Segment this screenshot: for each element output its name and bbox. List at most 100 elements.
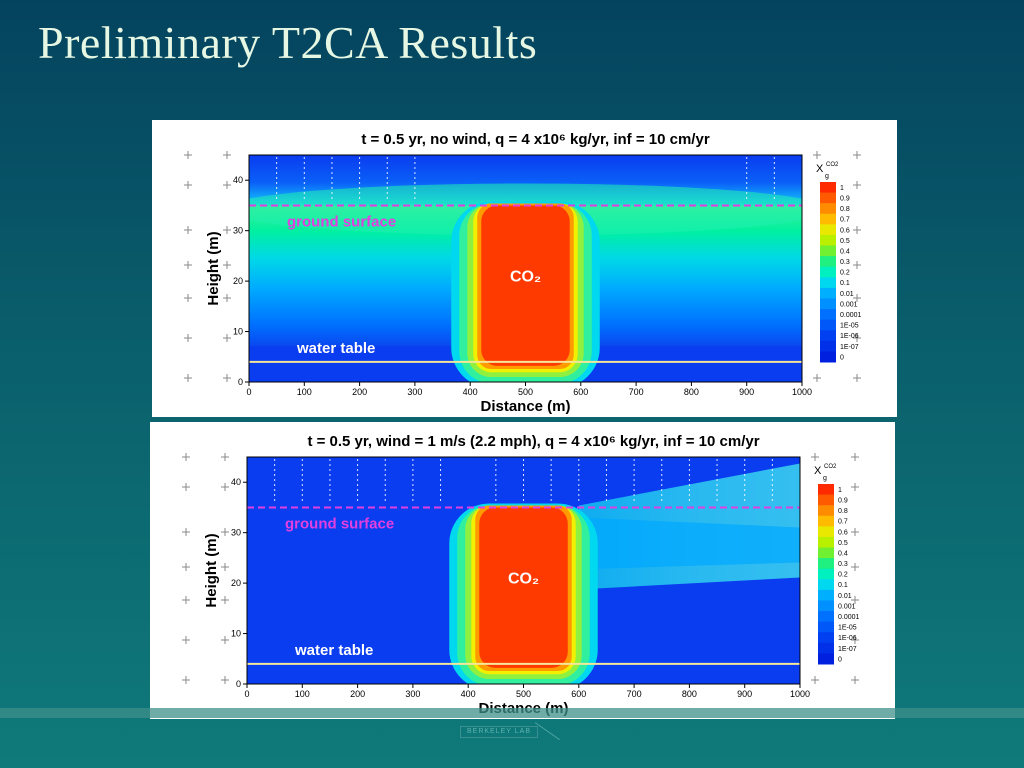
colorbar-swatch	[820, 351, 836, 363]
colorbar-label: 0.7	[838, 519, 848, 526]
colorbar-swatch	[818, 494, 834, 506]
colorbar-swatch	[818, 547, 834, 559]
air-grid-lines	[246, 459, 801, 502]
colorbar-swatch	[818, 653, 834, 665]
x-tick-label: 0	[244, 689, 249, 699]
colorbar-swatch	[820, 277, 836, 289]
colorbar-label: 1E-06	[840, 333, 859, 340]
colorbar-swatch	[818, 600, 834, 612]
chart-title: t = 0.5 yr, wind = 1 m/s (2.2 mph), q = …	[307, 433, 759, 450]
y-tick-label: 40	[233, 175, 243, 185]
x-tick-label: 1000	[792, 387, 812, 397]
co2-plume	[479, 507, 568, 668]
colorbar-label: 0.001	[838, 603, 856, 610]
y-tick-label: 10	[231, 629, 241, 639]
x-tick-label: 200	[350, 689, 365, 699]
legend-symbol: X	[816, 163, 824, 175]
x-tick-label: 800	[684, 387, 699, 397]
colorbar-label: 1	[840, 185, 844, 192]
colorbar-swatch	[818, 536, 834, 549]
colorbar-label: 0.8	[838, 508, 848, 515]
colorbar-label: 0.1	[838, 582, 848, 589]
colorbar-label: 1E-05	[840, 323, 859, 330]
colorbar-label: 1	[838, 487, 842, 494]
colorbar-swatch	[818, 579, 834, 591]
x-tick-label: 500	[516, 689, 531, 699]
chart-title: t = 0.5 yr, no wind, q = 4 x10⁶ kg/yr, i…	[361, 131, 709, 148]
co2-plume-label: CO₂	[510, 269, 541, 286]
legend-subscript: g	[823, 475, 827, 482]
colorbar-legend: 1 0.9 0.8 0.7 0.6 0.5 0.4 0.3 0.2 0.1 0.01 0.001 0.0…	[814, 464, 860, 665]
colorbar-swatch	[818, 505, 834, 517]
colorbar-label: 0.8	[840, 206, 850, 213]
colorbar-swatch	[820, 182, 836, 194]
colorbar-swatch	[818, 515, 834, 527]
chart-panel-no-wind: ground surface water table CO₂ 0 100 200 300 40…	[152, 120, 897, 417]
water-table-label: water table	[294, 642, 373, 659]
colorbar-label: 0.01	[840, 291, 854, 298]
colorbar-swatch	[820, 256, 836, 268]
colorbar-label: 0.0001	[838, 614, 860, 621]
colorbar-label: 0.01	[838, 593, 852, 600]
x-tick-label: 500	[518, 387, 533, 397]
colorbar-swatch	[820, 266, 836, 278]
colorbar-swatch	[820, 330, 836, 342]
y-tick-label: 20	[233, 276, 243, 286]
colorbar-label: 1E-05	[838, 625, 857, 632]
colorbar-swatch	[820, 224, 836, 236]
co2-plume-label: CO₂	[508, 571, 539, 588]
footer-logo: BERKELEY LAB	[460, 726, 538, 738]
x-tick-label: 0	[246, 387, 251, 397]
colorbar-label: 0.7	[840, 217, 850, 224]
colorbar-swatch	[818, 568, 834, 580]
x-tick-label: 100	[297, 387, 312, 397]
colorbar-label: 0	[840, 354, 844, 361]
x-tick-label: 1000	[790, 689, 810, 699]
colorbar-swatch	[818, 589, 834, 601]
air-grid-lines	[248, 157, 803, 200]
bottom-band	[0, 708, 1024, 718]
y-tick-label: 10	[233, 327, 243, 337]
colorbar-label: 0.9	[838, 498, 848, 505]
colorbar-swatch	[820, 340, 836, 352]
ground-surface-label: ground surface	[285, 515, 394, 532]
x-tick-label: 300	[405, 689, 420, 699]
colorbar-swatch	[820, 309, 836, 321]
colorbar-label: 0	[838, 656, 842, 663]
colorbar-label: 0.001	[840, 301, 858, 308]
colorbar-swatch	[820, 213, 836, 225]
colorbar-swatch	[818, 484, 834, 496]
legend-superscript: CO2	[824, 464, 837, 470]
x-tick-label: 700	[627, 689, 642, 699]
y-axis-label: Height (m)	[205, 231, 222, 305]
x-tick-label: 800	[682, 689, 697, 699]
colorbar-label: 0.2	[840, 270, 850, 277]
y-axis-label: Height (m)	[203, 533, 220, 607]
colorbar-label: 0.2	[838, 572, 848, 579]
y-tick-label: 40	[231, 477, 241, 487]
colorbar-label: 0.6	[840, 227, 850, 234]
ground-surface-label: ground surface	[287, 213, 396, 230]
colorbar-swatch	[818, 526, 834, 538]
colorbar-swatch	[820, 203, 836, 215]
colorbar-swatch	[818, 558, 834, 570]
colorbar-label: 0.4	[838, 550, 848, 557]
co2-plume	[481, 205, 570, 366]
x-tick-label: 600	[573, 387, 588, 397]
colorbar-label: 0.5	[840, 238, 850, 245]
colorbar-label: 0.0001	[840, 312, 862, 319]
legend-subscript: g	[825, 173, 829, 180]
x-axis-label: Distance (m)	[480, 398, 570, 415]
slide-title: Preliminary T2CA Results	[38, 17, 538, 68]
colorbar-swatch	[820, 287, 836, 299]
y-tick-label: 0	[238, 377, 243, 387]
footer-decoration	[534, 722, 560, 741]
y-tick-label: 30	[231, 528, 241, 538]
colorbar-label: 1E-06	[838, 635, 857, 642]
colorbar-legend: 1 0.9 0.8 0.7 0.6 0.5 0.4 0.3 0.2 0.1 0.01 0.001 0.0…	[816, 162, 862, 363]
wind-plume-core	[578, 517, 800, 570]
x-tick-label: 700	[629, 387, 644, 397]
colorbar-swatch	[820, 192, 836, 204]
grid-markers	[184, 151, 861, 382]
colorbar-swatch	[818, 642, 834, 654]
